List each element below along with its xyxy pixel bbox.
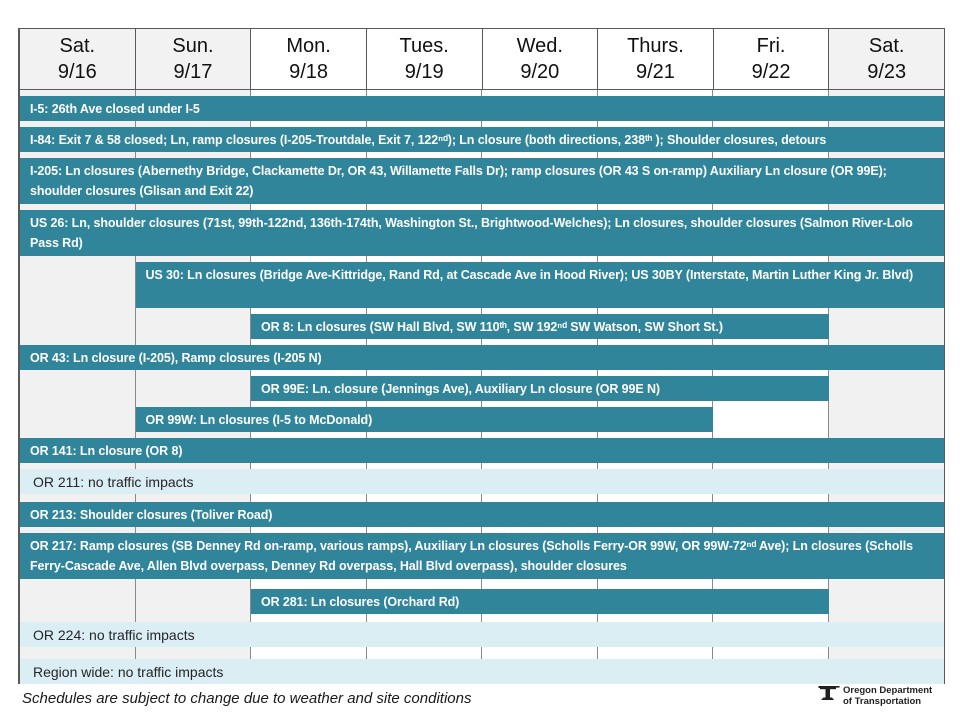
- bar-or141: OR 141: Ln closure (OR 8): [20, 438, 944, 463]
- schedule-row: OR 99E: Ln. closure (Jennings Ave), Auxi…: [20, 376, 944, 401]
- day-label: Tues.: [399, 35, 449, 57]
- day-header-wed-920: Wed. 9/20: [482, 28, 599, 90]
- odot-logo-line2: of Transportation: [843, 695, 922, 707]
- day-label: Fri.: [756, 35, 786, 57]
- schedule-row: OR 211: no traffic impacts: [20, 469, 944, 494]
- date-label: 9/23: [867, 61, 907, 83]
- date-label: 9/22: [751, 61, 791, 83]
- schedule-row: OR 224: no traffic impacts: [20, 622, 944, 647]
- schedule-row: I-205: Ln closures (Abernethy Bridge, Cl…: [20, 158, 944, 204]
- schedule-row: OR 99W: Ln closures (I-5 to McDonald): [20, 407, 944, 432]
- schedule-row: US 26: Ln, shoulder closures (71st, 99th…: [20, 210, 944, 256]
- day-label: Sat.: [59, 35, 96, 57]
- bar-or213: OR 213: Shoulder closures (Toliver Road): [20, 502, 944, 527]
- schedule-row: I-5: 26th Ave closed under I-5: [20, 96, 944, 121]
- bar-or217: OR 217: Ramp closures (SB Denney Rd on-r…: [20, 533, 944, 579]
- bar-region-wide: Region wide: no traffic impacts: [20, 659, 944, 684]
- schedule-body: I-5: 26th Ave closed under I-5 I-84: Exi…: [18, 90, 945, 684]
- bar-i205: I-205: Ln closures (Abernethy Bridge, Cl…: [20, 158, 944, 204]
- day-header-sat-923: Sat. 9/23: [829, 28, 945, 90]
- date-label: 9/17: [173, 61, 213, 83]
- day-label: Sat.: [868, 35, 905, 57]
- day-header-sun-917: Sun. 9/17: [135, 28, 252, 90]
- odot-logo-text: Oregon Department of Transportation: [843, 685, 932, 707]
- day-header-tues-919: Tues. 9/19: [366, 28, 483, 90]
- schedule-row: OR 8: Ln closures (SW Hall Blvd, SW 110ᵗ…: [20, 314, 944, 339]
- bar-i5: I-5: 26th Ave closed under I-5: [20, 96, 944, 121]
- bar-us26: US 26: Ln, shoulder closures (71st, 99th…: [20, 210, 944, 256]
- schedule-row: Region wide: no traffic impacts: [20, 659, 944, 684]
- day-label: Sun.: [172, 35, 214, 57]
- bar-or99e: OR 99E: Ln. closure (Jennings Ave), Auxi…: [251, 376, 829, 401]
- schedule-row: US 30: Ln closures (Bridge Ave-Kittridge…: [20, 262, 944, 308]
- day-label: Wed.: [516, 35, 563, 57]
- odot-logo: Oregon Department of Transportation: [818, 683, 932, 708]
- bar-or8: OR 8: Ln closures (SW Hall Blvd, SW 110ᵗ…: [251, 314, 829, 339]
- bar-or43: OR 43: Ln closure (I-205), Ramp closures…: [20, 345, 944, 370]
- bar-or281: OR 281: Ln closures (Orchard Rd): [251, 589, 829, 614]
- schedule-row: OR 281: Ln closures (Orchard Rd): [20, 589, 944, 614]
- odot-logo-line1: Oregon Department: [843, 684, 933, 696]
- bar-or99w: OR 99W: Ln closures (I-5 to McDonald): [135, 407, 713, 432]
- date-label: 9/18: [289, 61, 329, 83]
- date-label: 9/21: [635, 61, 675, 83]
- bar-or211: OR 211: no traffic impacts: [20, 469, 944, 494]
- day-header-row: Sat. 9/16 Sun. 9/17 Mon. 9/18 Tues. 9/19…: [18, 28, 945, 90]
- day-header-mon-918: Mon. 9/18: [251, 28, 367, 90]
- bar-us30: US 30: Ln closures (Bridge Ave-Kittridge…: [135, 262, 944, 308]
- date-label: 9/16: [57, 61, 97, 83]
- schedule-row: I-84: Exit 7 & 58 closed; Ln, ramp closu…: [20, 127, 944, 152]
- day-label: Thurs.: [627, 35, 684, 57]
- schedule-rows: I-5: 26th Ave closed under I-5 I-84: Exi…: [20, 90, 944, 684]
- schedule-table: Sat. 9/16 Sun. 9/17 Mon. 9/18 Tues. 9/19…: [18, 28, 945, 691]
- day-label: Mon.: [286, 35, 331, 57]
- day-header-fri-922: Fri. 9/22: [713, 28, 830, 90]
- bar-or224: OR 224: no traffic impacts: [20, 622, 944, 647]
- schedule-disclaimer: Schedules are subject to change due to w…: [22, 690, 472, 707]
- schedule-row: OR 217: Ramp closures (SB Denney Rd on-r…: [20, 533, 944, 579]
- odot-logo-icon: [818, 683, 840, 708]
- date-label: 9/20: [520, 61, 560, 83]
- schedule-row: OR 213: Shoulder closures (Toliver Road): [20, 502, 944, 527]
- day-header-thurs-921: Thurs. 9/21: [598, 28, 714, 90]
- day-header-sat-916: Sat. 9/16: [20, 28, 136, 90]
- date-label: 9/19: [404, 61, 444, 83]
- schedule-row: OR 43: Ln closure (I-205), Ramp closures…: [20, 345, 944, 370]
- schedule-row: OR 141: Ln closure (OR 8): [20, 438, 944, 463]
- bar-i84: I-84: Exit 7 & 58 closed; Ln, ramp closu…: [20, 127, 944, 152]
